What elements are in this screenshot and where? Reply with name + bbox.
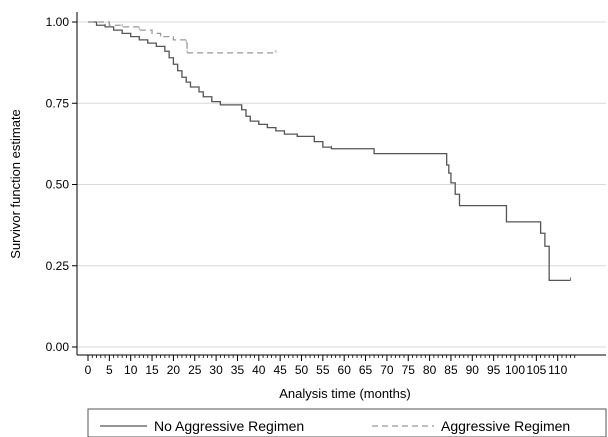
y-tick-label: 1.00: [46, 15, 70, 29]
x-tick-label: 30: [209, 363, 223, 377]
x-tick-label: 70: [380, 363, 394, 377]
x-tick-label: 80: [423, 363, 437, 377]
y-tick-label: 0.75: [46, 96, 70, 110]
legend-label-no-aggressive: No Aggressive Regimen: [154, 418, 304, 434]
y-tick-label: 0.50: [46, 178, 70, 192]
series-lines: [88, 21, 571, 282]
x-tick-label: 75: [402, 363, 416, 377]
x-tick-label: 5: [106, 363, 113, 377]
x-tick-label: 100: [505, 363, 525, 377]
x-tick-label: 65: [359, 363, 373, 377]
x-tick-label: 10: [124, 363, 138, 377]
y-tick-label: 0.25: [46, 259, 70, 273]
x-tick-label: 110: [548, 363, 567, 377]
x-axis-title: Analysis time (months): [279, 386, 410, 401]
x-tick-label: 105: [526, 363, 546, 377]
grid-lines: [77, 21, 606, 348]
legend-label-aggressive: Aggressive Regimen: [441, 418, 570, 434]
x-tick-label: 95: [487, 363, 501, 377]
x-tick-label: 15: [145, 363, 159, 377]
x-tick-label: 25: [188, 363, 202, 377]
x-tick-label: 0: [85, 363, 92, 377]
legend-box: [87, 408, 607, 437]
x-tick-label: 85: [444, 363, 458, 377]
x-tick-label: 60: [338, 363, 352, 377]
axes: 0.00 0.25 0.50 0.75 1.00 0 5 10 15 20 25 30 35 40 45 50…: [46, 12, 606, 377]
x-tick-label: 55: [316, 363, 330, 377]
x-tick-label: 50: [295, 363, 309, 377]
y-axis-title: Survivor function estimate: [8, 109, 23, 259]
x-tick-label: 45: [273, 363, 287, 377]
aggressive-regimen-curve: [88, 21, 276, 54]
x-tick-label: 40: [252, 363, 266, 377]
y-tick-label: 0.00: [46, 340, 70, 354]
x-tick-label: 35: [231, 363, 245, 377]
legend: No Aggressive Regimen Aggressive Regimen: [87, 408, 607, 437]
x-tick-label: 20: [167, 363, 181, 377]
x-tick-label: 90: [466, 363, 480, 377]
